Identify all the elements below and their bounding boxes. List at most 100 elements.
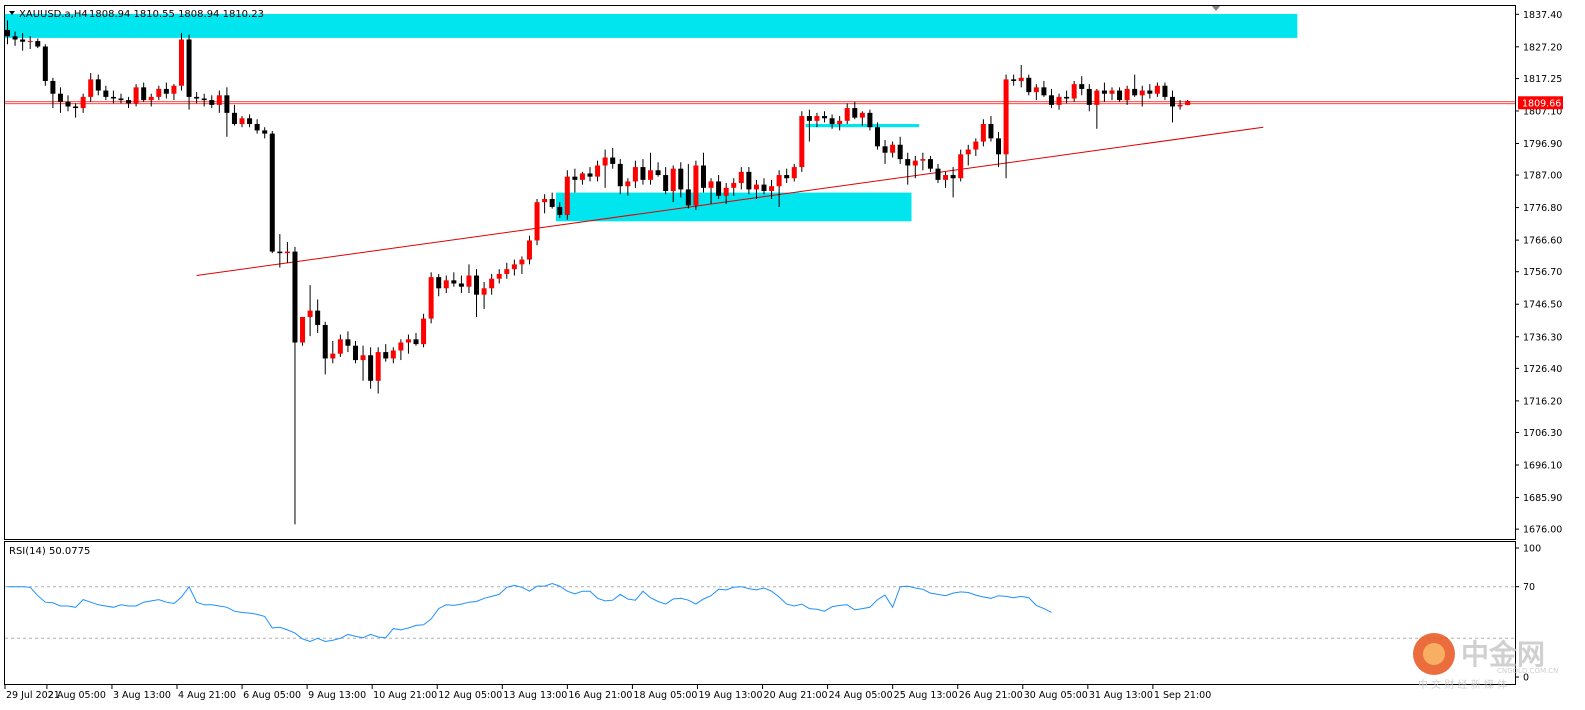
candle-body [337, 339, 343, 354]
candle-body [481, 288, 487, 295]
candle-body [761, 184, 767, 192]
candle-body [315, 310, 321, 325]
candle-body [148, 96, 154, 101]
candle-body [920, 159, 926, 161]
price-axis: 1837.40 1827.20 1817.25 1807.10 1796.90 1787.… [1515, 10, 1563, 536]
candle-body [1018, 77, 1024, 81]
candle-body [489, 278, 495, 289]
x-tick-label: 16 Aug 21:00 [568, 690, 632, 701]
candle-body [352, 345, 358, 361]
candle-body [935, 168, 941, 180]
y-tick-label: 1756.70 [1523, 267, 1562, 278]
rsi-y-tick-label: 0 [1523, 673, 1529, 684]
y-tick-label: 1776.80 [1523, 203, 1562, 214]
candle-body [178, 39, 184, 86]
candle-body [1117, 90, 1123, 101]
candle-body [368, 355, 374, 381]
candle-body [322, 324, 328, 359]
y-tick-label: 1796.90 [1523, 139, 1562, 150]
candle-body [655, 170, 661, 176]
candle-body [943, 175, 949, 180]
symbol-menu-icon[interactable] [9, 11, 15, 15]
candle-body [383, 352, 389, 359]
candle-body [648, 170, 654, 180]
candle-body [587, 173, 593, 177]
candle-body [133, 87, 139, 104]
candle-body [1048, 95, 1054, 105]
candle-body [1177, 104, 1183, 107]
candle-body [829, 118, 835, 125]
candle-body [65, 101, 71, 107]
candle-body [670, 168, 676, 192]
x-tick-label: 25 Aug 13:00 [894, 690, 958, 701]
x-tick-label: 18 Aug 05:00 [633, 690, 697, 701]
trendline [196, 126, 1264, 277]
candle-body [542, 198, 548, 203]
zones-layer [5, 13, 1298, 222]
symbol-label: XAUUSD.a,H4 [19, 9, 88, 20]
candle-body [723, 187, 729, 196]
candle-body [1139, 90, 1145, 96]
candle-body [814, 116, 820, 121]
candle-body [405, 339, 411, 343]
candle-body [398, 342, 404, 351]
candle-body [1185, 100, 1191, 106]
candle-body [625, 181, 631, 187]
current-price-line-layer [5, 101, 1515, 105]
candle-body [171, 85, 177, 94]
x-tick-label: 4 Aug 21:00 [178, 690, 236, 701]
candle-body [579, 173, 585, 180]
current-price-tag [1518, 96, 1563, 110]
candle-body [118, 98, 124, 101]
candle-body [738, 171, 744, 184]
candle-body [42, 46, 48, 81]
candle-body [1132, 88, 1138, 96]
candle-body [421, 318, 427, 345]
y-tick-label: 1837.40 [1523, 10, 1562, 21]
y-tick-label: 1676.00 [1523, 525, 1562, 536]
candle-body [1109, 90, 1115, 94]
x-tick-label: 2 Aug 05:00 [48, 690, 106, 701]
y-tick-label: 1827.20 [1523, 42, 1562, 53]
candle-body [973, 141, 979, 150]
rsi-panel[interactable] [4, 541, 1516, 685]
candle-body [443, 280, 449, 289]
candle-body [413, 339, 419, 345]
candle-body [769, 186, 775, 192]
candle-body [284, 251, 290, 254]
candle-body [88, 79, 94, 97]
candle-body [95, 79, 101, 91]
chart-shift-marker-icon[interactable] [1212, 6, 1220, 11]
main-chart-panel[interactable] [4, 5, 1516, 540]
candle-body [958, 154, 964, 179]
candle-body [882, 146, 888, 153]
x-tick-label: 29 Jul 2021 [6, 690, 60, 701]
candle-body [474, 275, 480, 295]
candle-body [360, 355, 366, 361]
candle-body [1147, 90, 1153, 94]
candle-body [224, 95, 230, 113]
candle-body [557, 206, 563, 215]
watermark-tagline: 中 文 财 经 新 媒 体 [1418, 678, 1507, 691]
candle-body [791, 167, 797, 179]
candle-body [776, 175, 782, 187]
candle-body [685, 189, 691, 206]
cngold-logo-inner-icon [1423, 643, 1445, 665]
rsi-y-tick-label: 100 [1523, 544, 1541, 555]
candle-body [610, 157, 616, 164]
candle-body [451, 280, 457, 284]
candle-body [73, 106, 79, 109]
x-tick-label: 3 Aug 13:00 [113, 690, 171, 701]
candle-body [1170, 96, 1176, 107]
candle-body [950, 175, 956, 179]
candle-body [163, 88, 169, 94]
candle-body [784, 175, 790, 179]
y-tick-label: 1696.10 [1523, 460, 1562, 471]
x-tick-label: 13 Aug 13:00 [503, 690, 567, 701]
y-tick-label: 1766.60 [1523, 236, 1562, 247]
candle-body [640, 167, 646, 180]
candle-body [27, 41, 33, 43]
candle-body [700, 165, 706, 188]
y-tick-label: 1706.30 [1523, 428, 1562, 439]
